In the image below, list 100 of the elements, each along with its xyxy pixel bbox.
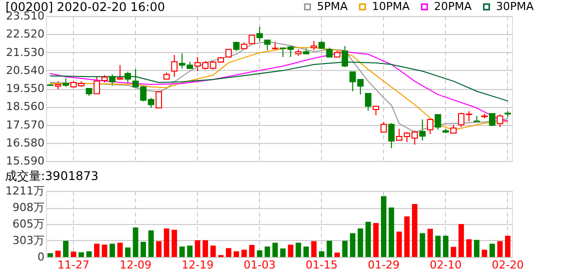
- bar: [70, 252, 76, 257]
- legend-label: 30PMA: [496, 0, 534, 13]
- candlestick: [264, 40, 271, 51]
- bar: [342, 240, 348, 257]
- bar: [110, 244, 116, 257]
- bar: [48, 253, 53, 257]
- bar: [373, 223, 379, 257]
- candlestick: [342, 46, 348, 68]
- legend-label: 10PMA: [372, 0, 410, 13]
- candlestick: [364, 92, 372, 112]
- bar: [234, 251, 240, 257]
- bar: [365, 222, 371, 257]
- candlestick: [326, 47, 333, 58]
- bar: [435, 236, 441, 257]
- y-tick-label: 15.590: [6, 154, 44, 168]
- y-tick-label: 22.520: [6, 28, 44, 41]
- candlestick: [489, 113, 496, 127]
- bar: [94, 244, 100, 257]
- bar: [249, 244, 255, 257]
- x-tick-label: 02-10: [430, 258, 462, 272]
- bar: [497, 241, 503, 257]
- bar: [172, 230, 178, 257]
- bar: [326, 240, 332, 257]
- bar: [318, 251, 324, 257]
- bar: [78, 252, 84, 257]
- bar: [272, 242, 278, 257]
- bar: [187, 246, 193, 257]
- x-tick-label: 12-19: [182, 258, 214, 272]
- x-tick-label: 12-09: [120, 258, 152, 272]
- candlestick: [426, 117, 434, 135]
- bar: [125, 247, 131, 257]
- bar: [117, 242, 123, 257]
- bar: [474, 240, 480, 257]
- bar: [63, 240, 68, 257]
- y-tick-label: 16.580: [6, 136, 44, 150]
- bar: [202, 240, 208, 257]
- bar: [358, 228, 364, 257]
- candlestick: [109, 74, 116, 86]
- bar: [296, 242, 302, 257]
- x-tick-label: 01-15: [306, 258, 338, 272]
- bar: [466, 239, 472, 257]
- x-tick-label: 02-20: [492, 258, 524, 272]
- bar: [396, 232, 402, 257]
- bar: [288, 244, 294, 257]
- bar: [226, 248, 232, 257]
- bar: [132, 228, 138, 257]
- y-tick-label: 605万: [12, 218, 44, 231]
- bar: [420, 233, 426, 257]
- bar: [450, 246, 456, 257]
- bar: [334, 252, 340, 257]
- y-tick-label: 0: [38, 250, 44, 264]
- bar: [427, 228, 433, 257]
- y-tick-label: 21.530: [6, 46, 44, 59]
- y-tick-label: 303万: [12, 234, 44, 247]
- candlestick: [496, 114, 504, 128]
- bar: [311, 241, 317, 257]
- y-tick-label: 18.560: [6, 100, 44, 114]
- candlestick: [124, 71, 132, 83]
- candlestick: [434, 114, 442, 130]
- bar: [490, 244, 495, 257]
- bar: [148, 230, 154, 257]
- bar: [156, 241, 162, 257]
- bar: [505, 236, 510, 257]
- bar: [241, 250, 247, 257]
- x-tick-label: 11-27: [58, 258, 90, 272]
- bar: [194, 240, 200, 257]
- bar: [482, 250, 488, 257]
- bar: [179, 246, 185, 257]
- bar: [303, 246, 309, 257]
- bar: [55, 250, 61, 257]
- candlestick: [156, 90, 162, 108]
- candlestick: [388, 122, 395, 149]
- bar: [350, 233, 356, 257]
- legend-label: 5PMA: [317, 0, 348, 13]
- candlestick: [116, 64, 124, 81]
- y-tick-label: 20.540: [6, 64, 44, 77]
- chart-title: 成交量:3901873: [5, 169, 99, 183]
- candlestick: [171, 54, 178, 78]
- bar: [256, 250, 262, 257]
- y-tick-label: 17.570: [6, 118, 44, 132]
- y-tick-label: 908万: [12, 201, 44, 214]
- x-tick-label: 01-03: [244, 258, 276, 272]
- candlestick: [233, 41, 240, 52]
- bar: [388, 208, 394, 257]
- x-tick-label: 01-29: [368, 258, 400, 272]
- bar: [102, 244, 108, 257]
- bar: [210, 246, 216, 257]
- bar: [264, 246, 270, 257]
- candlestick: [310, 40, 318, 51]
- candlestick: [380, 122, 387, 133]
- y-tick-label: 1211万: [6, 184, 44, 198]
- bar: [380, 196, 386, 257]
- bar: [458, 224, 464, 257]
- bar: [140, 242, 146, 257]
- bar: [164, 228, 170, 257]
- bar: [412, 204, 418, 257]
- candlestick: [419, 118, 426, 141]
- y-tick-label: 19.550: [6, 82, 44, 95]
- bar: [280, 248, 286, 257]
- bar: [442, 236, 448, 257]
